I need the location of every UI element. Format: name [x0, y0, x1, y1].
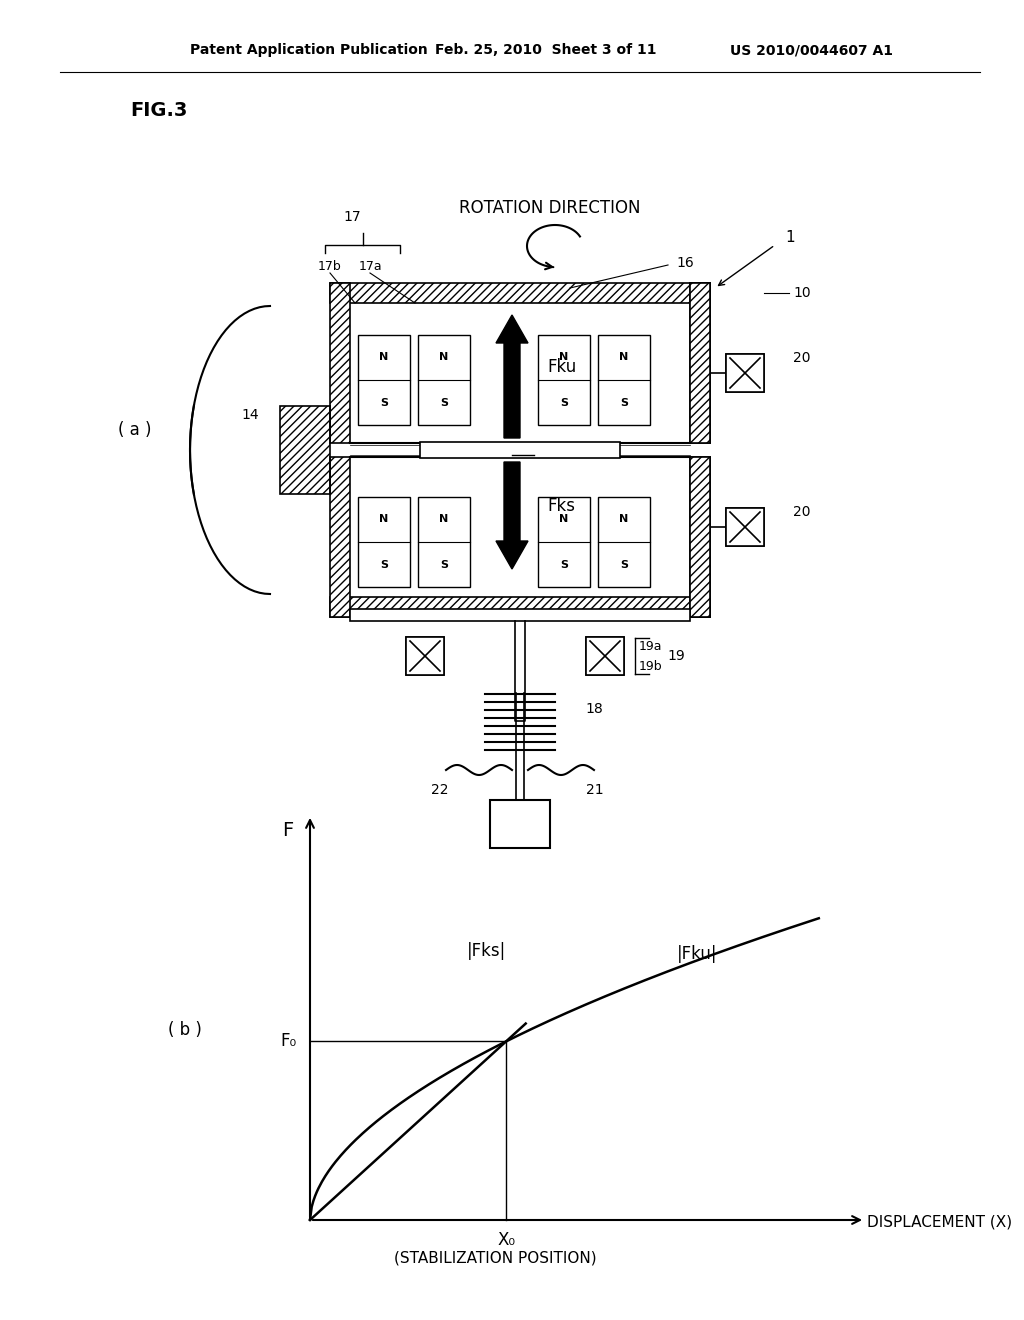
- Bar: [358, 498, 410, 587]
- Bar: [280, 407, 330, 494]
- Text: S: S: [560, 397, 568, 408]
- Text: DISPLACEMENT (X): DISPLACEMENT (X): [867, 1214, 1013, 1229]
- Text: N: N: [439, 515, 449, 524]
- Text: S: S: [560, 560, 568, 569]
- Text: ROTATION DIRECTION: ROTATION DIRECTION: [459, 199, 641, 216]
- Text: F: F: [283, 821, 294, 840]
- Text: N: N: [559, 352, 568, 363]
- Text: N: N: [620, 352, 629, 363]
- Text: 19: 19: [667, 649, 685, 663]
- Text: S: S: [380, 560, 388, 569]
- Text: N: N: [620, 515, 629, 524]
- Text: 21: 21: [586, 783, 604, 797]
- Bar: [330, 282, 710, 304]
- Text: 18: 18: [585, 702, 603, 715]
- Bar: [406, 638, 444, 675]
- Bar: [538, 335, 590, 425]
- Text: 16: 16: [676, 256, 694, 271]
- Bar: [598, 335, 650, 425]
- Text: 17: 17: [344, 210, 361, 224]
- Text: S: S: [380, 397, 388, 408]
- Text: US 2010/0044607 A1: US 2010/0044607 A1: [730, 44, 893, 57]
- Bar: [490, 800, 550, 847]
- Text: 19a: 19a: [639, 639, 663, 652]
- Text: FIG.3: FIG.3: [130, 100, 187, 120]
- Bar: [690, 282, 710, 444]
- Bar: [690, 282, 710, 616]
- Bar: [358, 335, 410, 425]
- Bar: [598, 498, 650, 587]
- Text: 20: 20: [793, 506, 811, 519]
- Bar: [330, 457, 350, 616]
- Text: X₀: X₀: [497, 1232, 515, 1249]
- Text: S: S: [440, 397, 449, 408]
- Bar: [586, 638, 624, 675]
- Text: Patent Application Publication: Patent Application Publication: [190, 44, 428, 57]
- Text: N: N: [559, 515, 568, 524]
- Text: |Fku|: |Fku|: [677, 945, 717, 964]
- Bar: [406, 638, 444, 675]
- Text: S: S: [620, 397, 628, 408]
- Text: 17a: 17a: [358, 260, 382, 273]
- Text: N: N: [379, 352, 389, 363]
- Bar: [726, 508, 764, 546]
- Bar: [726, 354, 764, 392]
- Text: S: S: [620, 560, 628, 569]
- Text: 20: 20: [793, 351, 811, 366]
- FancyArrow shape: [496, 462, 528, 569]
- Bar: [690, 457, 710, 616]
- Text: ( a ): ( a ): [118, 421, 152, 440]
- Text: 19b: 19b: [639, 660, 663, 672]
- Text: 14: 14: [242, 408, 259, 422]
- Text: F₀: F₀: [280, 1032, 296, 1051]
- Text: Fks: Fks: [547, 498, 575, 515]
- Text: 17b: 17b: [318, 260, 342, 273]
- Text: N: N: [439, 352, 449, 363]
- Text: 22: 22: [431, 783, 449, 797]
- Bar: [726, 508, 764, 546]
- Text: |Fks|: |Fks|: [467, 942, 506, 961]
- Bar: [690, 282, 710, 444]
- Text: Feb. 25, 2010  Sheet 3 of 11: Feb. 25, 2010 Sheet 3 of 11: [435, 44, 656, 57]
- Bar: [538, 498, 590, 587]
- Text: 1: 1: [785, 231, 795, 246]
- Bar: [418, 335, 470, 425]
- Bar: [350, 609, 690, 620]
- Text: Fku: Fku: [547, 358, 577, 376]
- Text: 10: 10: [793, 286, 811, 300]
- FancyArrow shape: [496, 315, 528, 438]
- Bar: [726, 354, 764, 392]
- Bar: [690, 457, 710, 616]
- Text: ( b ): ( b ): [168, 1020, 202, 1039]
- Bar: [330, 597, 710, 616]
- Text: 15: 15: [510, 442, 529, 458]
- Bar: [420, 442, 620, 458]
- Bar: [330, 282, 350, 444]
- Bar: [586, 638, 624, 675]
- Bar: [418, 498, 470, 587]
- Text: (STABILIZATION POSITION): (STABILIZATION POSITION): [394, 1250, 597, 1266]
- Bar: [250, 800, 900, 1280]
- Text: S: S: [440, 560, 449, 569]
- Text: N: N: [379, 515, 389, 524]
